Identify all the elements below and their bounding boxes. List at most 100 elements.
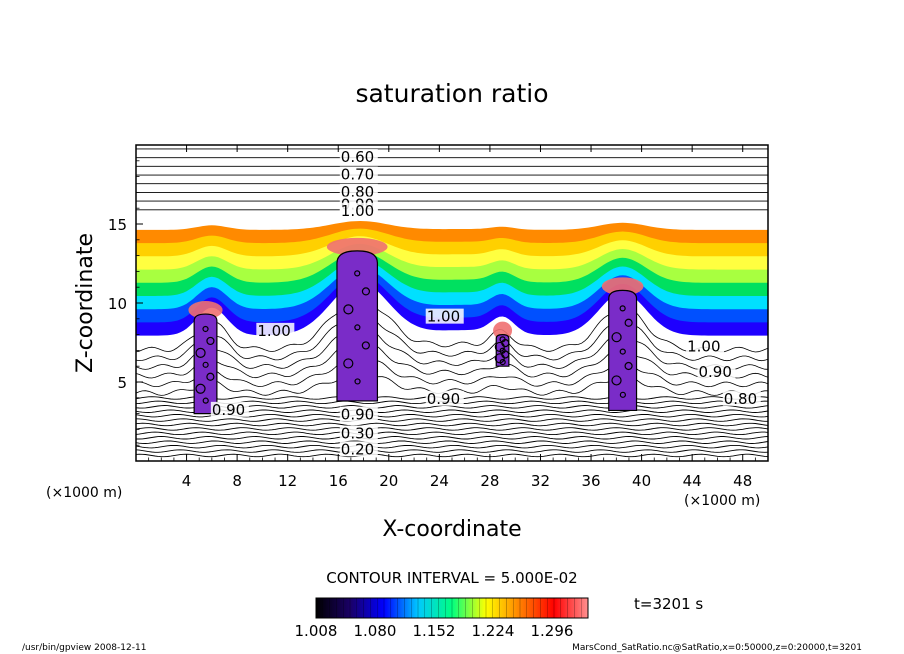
x-tick-label: 8	[232, 472, 242, 490]
colorbar-tick-labels: 1.008 1.080 1.152 1.224 1.296	[295, 622, 574, 640]
mid-contour-line	[136, 326, 768, 370]
contour-label: 0.60	[341, 148, 374, 166]
x-tick-label: 20	[379, 472, 398, 490]
colorbar-tick-label: 1.224	[471, 622, 514, 640]
cloud-contour-blob	[195, 383, 206, 394]
contour-label: 0.90	[212, 401, 245, 419]
x-tick-label: 28	[480, 472, 499, 490]
cloud-contour-blob	[202, 361, 209, 368]
y-axis-label: Z-coordinate	[73, 233, 98, 373]
cloud-contour-blob	[499, 358, 506, 366]
contour-label-bg	[339, 406, 378, 422]
x-tick-label: 32	[531, 472, 550, 490]
contour-label: 0.20	[341, 440, 374, 458]
contour-labels: 0.600.700.800.901.000.900.300.201.001.00…	[210, 148, 761, 458]
cloud-cap	[326, 237, 388, 256]
y-tick-label: 10	[108, 295, 127, 313]
footer-source: MarsCond_SatRatio.nc@SatRatio,x=0:50000,…	[572, 643, 862, 653]
contour-label: 1.00	[257, 322, 290, 340]
contour-label-bg	[339, 149, 378, 165]
colorbar-tick-label: 1.152	[412, 622, 455, 640]
cloud-contour-blob	[361, 341, 370, 350]
mid-contour-line	[136, 357, 768, 388]
x-tick-label: 36	[581, 472, 600, 490]
lower-contour-line	[136, 431, 768, 436]
cloud-contour-blob	[619, 391, 626, 398]
contour-label-bg	[425, 390, 464, 406]
colorbar-tick-label: 1.008	[295, 622, 338, 640]
lower-contour-line	[136, 440, 768, 444]
y-tick-label: 15	[108, 216, 127, 234]
cloud-contour-blob	[206, 336, 215, 346]
contour-label: 1.00	[341, 202, 374, 220]
cloud-contour-blob	[624, 361, 633, 371]
time-label: t=3201 s	[634, 595, 703, 613]
contour-label: 1.00	[427, 308, 460, 326]
contour-label-bg	[697, 363, 736, 379]
cloud-contour-blob	[206, 372, 215, 381]
contour-label: 0.90	[341, 406, 374, 424]
contour-label-bg	[686, 338, 725, 354]
contour-label-bg	[339, 183, 378, 199]
cloud-contour-blob	[354, 324, 361, 331]
chart-title: saturation ratio	[355, 79, 548, 108]
contour-label: 0.30	[341, 425, 374, 443]
footer-program: /usr/bin/gpview 2008-12-11	[22, 643, 146, 653]
cloud-contour-blob	[619, 305, 626, 312]
y-tick-label: 5	[117, 374, 127, 392]
cloud-cap	[601, 277, 644, 296]
x-tick-label: 12	[278, 472, 297, 490]
contour-label-bg	[256, 322, 295, 338]
contour-label: 0.80	[724, 390, 757, 408]
cloud-contour-blob	[354, 270, 361, 277]
contour-label-bg	[339, 441, 378, 457]
cloud-contour-blob	[624, 318, 633, 327]
x-tick-label: 24	[430, 472, 449, 490]
cloud-contour-blob	[202, 325, 209, 333]
lower-contour-line	[136, 418, 768, 422]
mid-contour-line	[136, 295, 768, 353]
lower-contour-lines	[136, 295, 768, 458]
x-axis-label: X-coordinate	[382, 517, 521, 542]
contour-label: 0.90	[698, 363, 731, 381]
mid-contour-line	[136, 371, 768, 396]
contour-label-bg	[722, 390, 761, 406]
colorbar-tick-label: 1.296	[530, 622, 573, 640]
saturation-shade-bands	[136, 209, 768, 349]
x-tick-label: 40	[632, 472, 651, 490]
mid-contour-line	[136, 310, 768, 362]
lower-contour-line	[136, 436, 768, 440]
lower-contour-line	[136, 449, 768, 453]
x-axis: 4 8 12 16 20 24 28 32 36 40 44 48	[148, 145, 756, 490]
cloud-contour-blob	[611, 332, 622, 343]
contour-label-bg	[210, 401, 249, 417]
plot-area: 0.600.700.800.901.000.900.300.201.001.00…	[136, 145, 768, 461]
lower-contour-line	[136, 453, 768, 458]
cloud-contour-blob	[619, 348, 626, 355]
x-tick-label: 4	[182, 472, 192, 490]
cloud-contour-blob	[611, 375, 622, 386]
cloud-contour-blob	[343, 358, 354, 369]
colorbar-tick-lines	[322, 598, 582, 618]
contour-label: 0.90	[427, 390, 460, 408]
cloud-contour-blob	[343, 304, 354, 315]
y-axis: 5 10 15	[108, 160, 143, 446]
contour-label-bg	[425, 308, 464, 324]
contour-label: 0.70	[341, 165, 374, 183]
cloud-contour-blob	[202, 397, 209, 404]
cloud-cap	[188, 301, 223, 320]
contour-label-bg	[339, 425, 378, 441]
x-tick-label: 44	[683, 472, 702, 490]
x-axis-unit: (×1000 m)	[684, 493, 760, 509]
contour-label-bg	[339, 202, 378, 218]
contour-label: 1.00	[687, 338, 720, 356]
y-axis-unit: (×1000 m)	[46, 485, 122, 501]
cloud-column	[608, 289, 638, 412]
cloud-contour-blob	[354, 378, 361, 385]
cloud-contour-blob	[195, 347, 206, 358]
x-tick-label: 48	[733, 472, 752, 490]
mid-contour-line	[136, 343, 768, 379]
contour-label: 0.80	[341, 183, 374, 201]
colorbar: 1.008 1.080 1.152 1.224 1.296	[295, 597, 589, 640]
